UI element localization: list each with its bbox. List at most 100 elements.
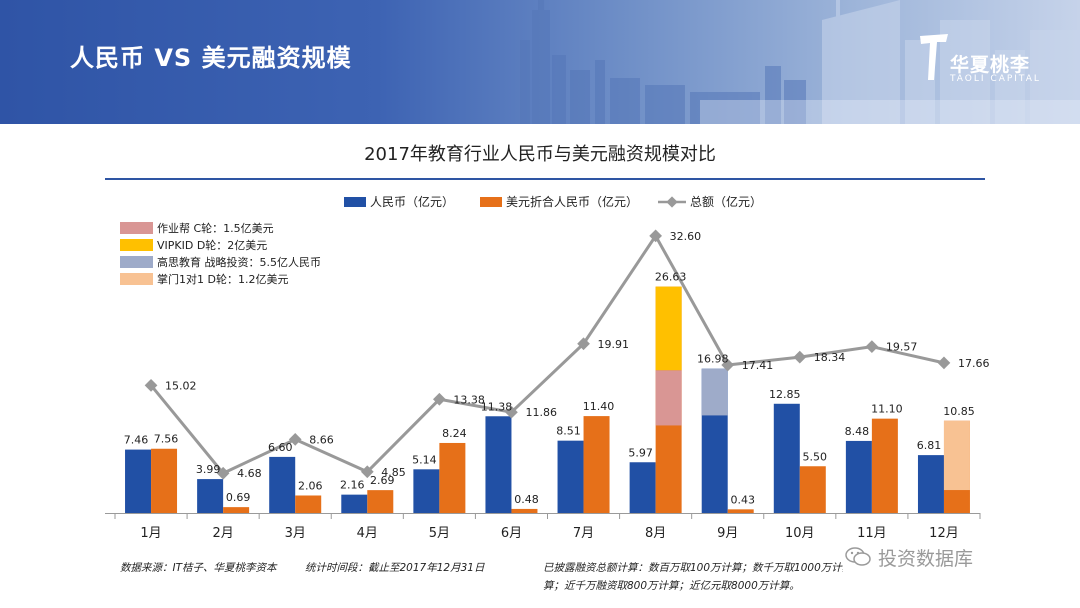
- data-label-rmb: 11.38: [481, 400, 513, 413]
- data-label-total: 13.38: [453, 393, 485, 406]
- highlight-zhangmen-label: 掌门1对1 D轮：1.2亿美元: [157, 272, 288, 286]
- data-label-usd: 5.50: [803, 450, 828, 463]
- logo-subtitle: TAOLI CAPITAL: [950, 74, 1041, 84]
- data-label-usd: 0.69: [226, 491, 251, 504]
- footer-note-line2: 算；近千万融资取800万计算；近亿元取8000万计算。: [543, 580, 800, 592]
- data-label-usd: 8.24: [442, 427, 467, 440]
- legend: 人民币（亿元） 美元折合人民币（亿元） 总额（亿元）: [344, 194, 762, 209]
- highlight-gaosi-segment: [701, 368, 728, 416]
- data-label-usd: 10.85: [943, 405, 975, 418]
- total-point-6: [505, 405, 518, 419]
- data-label-usd: 2.06: [298, 479, 323, 492]
- total-point-11: [865, 340, 879, 354]
- bar-rmb-4: [341, 494, 368, 513]
- bar-usd-10: [799, 466, 826, 513]
- page-title: 人民币 VS 美元融资规模: [70, 44, 352, 72]
- chart-title: 2017年教育行业人民币与美元融资规模对比: [364, 144, 716, 165]
- highlight-vipkid-label: VIPKID D轮：2亿美元: [157, 238, 267, 252]
- x-tick-label: 8月: [645, 526, 666, 541]
- x-tick-label: 6月: [501, 526, 522, 541]
- data-label-total: 4.68: [237, 467, 262, 480]
- legend-label-usd: 美元折合人民币（亿元）: [506, 194, 638, 209]
- total-point-2: [216, 466, 230, 480]
- x-tick-label: 2月: [212, 526, 233, 541]
- bar-rmb-11: [845, 440, 872, 513]
- data-label-usd: 11.10: [871, 403, 903, 416]
- data-label-rmb: 5.97: [628, 446, 653, 459]
- bar-usd-9: [727, 509, 754, 513]
- bar-rmb-12: [917, 455, 944, 513]
- highlight-zuoyebang-label: 作业帮 C轮：1.5亿美元: [157, 221, 274, 235]
- data-label-usd: 7.56: [154, 433, 179, 446]
- bar-usd-6: [511, 508, 538, 513]
- watermark: 投资数据库: [878, 548, 974, 570]
- wechat-icon: [845, 547, 871, 566]
- data-label-rmb: 5.14: [412, 453, 437, 466]
- bar-usd-5: [439, 442, 466, 513]
- highlight-zuoyebang-segment: [655, 370, 682, 426]
- bar-rmb-10: [773, 403, 800, 513]
- total-point-3: [288, 433, 302, 446]
- bar-usd-4: [367, 490, 394, 513]
- legend-label-rmb: 人民币（亿元）: [370, 194, 454, 209]
- legend-label-total: 总额（亿元）: [690, 194, 762, 209]
- cityscape-image: [520, 0, 1080, 124]
- data-label-usd: 0.43: [730, 493, 755, 506]
- total-line: [149, 233, 945, 476]
- x-tick-label: 7月: [573, 526, 594, 541]
- data-label-total: 8.66: [309, 433, 334, 446]
- x-tick-label: 10月: [785, 526, 815, 541]
- bar-rmb-2: [197, 479, 224, 513]
- bar-rmb-3: [269, 456, 296, 513]
- bar-usd-11: [871, 418, 898, 513]
- bar-usd-2: [223, 507, 250, 513]
- data-label-rmb: 6.60: [268, 441, 293, 454]
- bar-usd-7: [583, 416, 610, 513]
- logo-mark-icon: [920, 34, 948, 80]
- data-label-total: 17.66: [958, 357, 990, 370]
- data-label-rmb: 7.46: [124, 434, 149, 447]
- bar-rmb-6: [485, 416, 512, 513]
- bar-group: [125, 286, 970, 513]
- highlight-vipkid-segment: [655, 286, 682, 371]
- x-tick-label: 5月: [429, 526, 450, 541]
- data-label-rmb: 16.98: [697, 353, 729, 366]
- data-label-group: 7.46 3.99 6.60 2.16 5.14 11.38 8.51 5.97 16.98 12…: [124, 230, 990, 506]
- total-point-10: [793, 350, 807, 364]
- data-label-total: 11.86: [525, 406, 557, 419]
- data-label-rmb: 2.16: [340, 479, 365, 492]
- data-label-rmb: 8.51: [556, 425, 581, 438]
- x-tick-label: 3月: [285, 526, 306, 541]
- x-axis: 1月 2月 3月 4月 5月 6月 7月 8月 9月 10月 11月 12月: [105, 513, 981, 541]
- data-label-rmb: 6.81: [917, 439, 942, 452]
- x-tick-label: 11月: [857, 526, 887, 541]
- data-label-total: 18.34: [814, 351, 846, 364]
- highlight-zuoyebang-swatch: [120, 222, 153, 234]
- data-label-total: 19.57: [886, 341, 918, 354]
- logo: 华夏桃李 TAOLI CAPITAL: [920, 34, 1050, 94]
- bar-rmb-5: [413, 469, 440, 513]
- data-label-usd: 26.63: [655, 271, 687, 284]
- highlight-vipkid-swatch: [120, 239, 153, 251]
- x-tick-label: 1月: [140, 526, 161, 541]
- data-label-total: 19.91: [598, 338, 630, 351]
- footer-note-line1: 已披露融资总额计算：数百万取100万计算；数千万取1000万计算；亿元以上……: [543, 562, 843, 574]
- legend-swatch-rmb: [344, 197, 366, 207]
- data-label-total: 32.60: [670, 230, 702, 243]
- data-label-usd: 0.48: [514, 493, 539, 506]
- bar-rmb-8: [629, 462, 656, 513]
- data-label-rmb: 3.99: [196, 463, 221, 476]
- data-label-usd: 11.40: [583, 400, 615, 413]
- total-point-5: [433, 392, 446, 406]
- footer-source: 数据来源：IT桔子、华夏桃李资本: [120, 562, 277, 574]
- data-label-total: 4.85: [381, 466, 406, 479]
- footer-period: 统计时间段：截止至2017年12月31日: [305, 562, 485, 574]
- bar-usd-3: [295, 495, 322, 513]
- x-tick-label: 4月: [357, 526, 378, 541]
- bar-rmb-1: [125, 449, 152, 513]
- total-point-12: [937, 356, 951, 370]
- header-banner: 人民币 VS 美元融资规模 华夏桃李 TAOLI CAPITAL: [0, 0, 1080, 124]
- legend-swatch-usd: [480, 197, 502, 207]
